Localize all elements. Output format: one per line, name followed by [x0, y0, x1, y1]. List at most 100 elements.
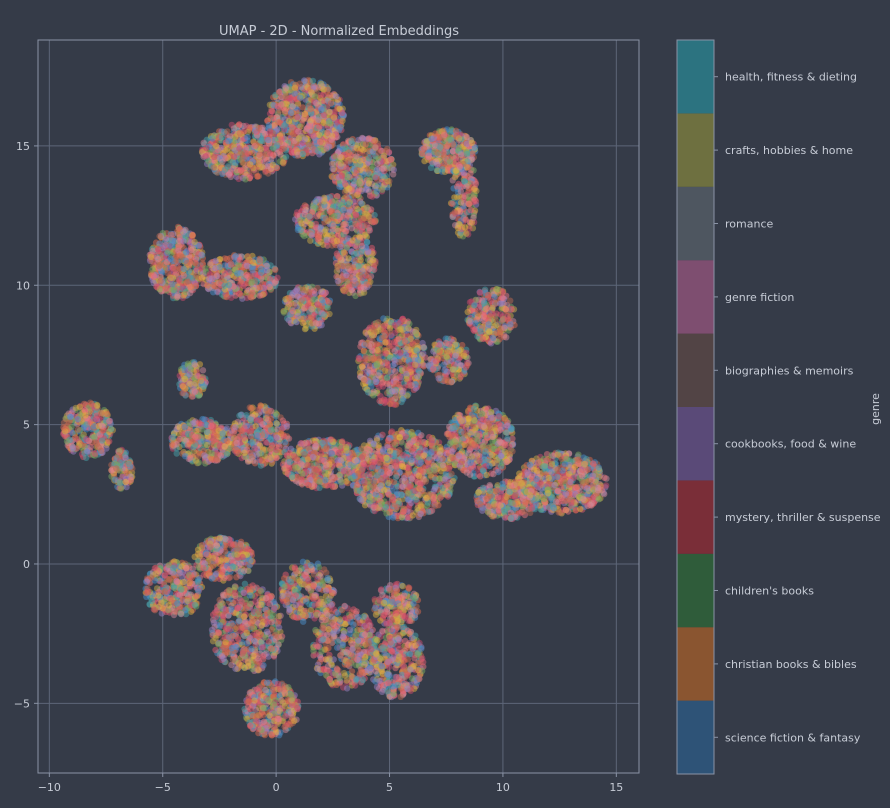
scatter-point [74, 416, 82, 423]
scatter-point [502, 306, 510, 313]
scatter-point [299, 286, 307, 293]
scatter-point [199, 367, 207, 374]
scatter-point [93, 412, 101, 419]
scatter-point [289, 307, 296, 315]
scatter-point [240, 122, 247, 130]
scatter-point [165, 248, 172, 255]
scatter-point [389, 388, 396, 395]
scatter-point [274, 149, 281, 157]
scatter-point [432, 130, 439, 137]
scatter-point [360, 377, 368, 384]
scatter-point [463, 230, 470, 237]
scatter-point [365, 213, 372, 220]
scatter-point [299, 150, 307, 158]
scatter-point [430, 365, 437, 372]
scatter-point [297, 94, 304, 101]
scatter-point [147, 253, 155, 260]
scatter-point [436, 144, 444, 151]
scatter-point [493, 329, 501, 337]
scatter-point [449, 200, 456, 207]
scatter-point [346, 283, 353, 290]
scatter-point [443, 143, 451, 150]
scatter-point [326, 92, 333, 99]
scatter-point [471, 302, 478, 309]
scatter-point [358, 242, 366, 250]
scatter-point [357, 256, 364, 264]
scatter-point [115, 452, 122, 459]
scatter-point [334, 227, 341, 234]
scatter-point [314, 301, 321, 308]
scatter-point [349, 264, 357, 271]
scatter-point [272, 266, 279, 273]
scatter-point [373, 362, 381, 369]
scatter-point [445, 347, 452, 354]
scatter-point [334, 277, 342, 285]
scatter-point [337, 243, 344, 251]
scatter-point [278, 101, 285, 108]
scatter-point [104, 410, 111, 418]
scatter-point [352, 292, 359, 300]
scatter-point [391, 348, 398, 355]
scatter-point [483, 305, 491, 312]
scatter-point [366, 265, 373, 272]
scatter-point [339, 145, 346, 153]
scatter-point [344, 212, 352, 219]
scatter-point [239, 155, 246, 162]
scatter-point [312, 320, 319, 327]
scatter-point [392, 368, 399, 375]
scatter-point [92, 439, 99, 446]
scatter-point [455, 144, 463, 152]
scatter-point [383, 374, 391, 382]
scatter-point [267, 156, 275, 163]
scatter-point [98, 422, 106, 429]
scatter-points [60, 76, 610, 739]
scatter-point [403, 375, 410, 383]
scatter-point [294, 313, 302, 320]
scatter-point [76, 403, 84, 411]
scatter-point [186, 289, 194, 297]
scatter-point [238, 167, 245, 174]
scatter-point [197, 377, 205, 384]
scatter-point [355, 263, 362, 270]
scatter-point [170, 286, 178, 294]
scatter-point [365, 180, 372, 187]
scatter-point [413, 347, 420, 354]
scatter-point [265, 122, 273, 129]
scatter-point [280, 309, 288, 316]
scatter-point [442, 339, 450, 347]
scatter-point [302, 294, 309, 301]
scatter-point [289, 124, 296, 131]
scatter-point [297, 226, 304, 234]
scatter-point [457, 188, 465, 195]
scatter-point [354, 205, 361, 213]
scatter-point [156, 232, 163, 240]
scatter-point [286, 295, 293, 302]
scatter-point [308, 122, 315, 129]
scatter-point [257, 269, 265, 276]
scatter-point [398, 398, 405, 406]
scatter-point [366, 135, 373, 142]
scatter-point [420, 343, 427, 351]
scatter-point [169, 237, 176, 244]
scatter-point [149, 266, 156, 273]
scatter-point [467, 318, 474, 325]
scatter-point [372, 174, 379, 181]
scatter-point [224, 163, 232, 170]
scatter-point [257, 137, 265, 144]
scatter-point [306, 213, 313, 220]
scatter-point [301, 136, 309, 143]
scatter-point [435, 375, 442, 382]
scatter-point [263, 267, 271, 274]
scatter-point [180, 238, 187, 245]
scatter-point [340, 206, 347, 214]
scatter-point [321, 198, 328, 205]
scatter-point [331, 109, 339, 116]
scatter-point [303, 125, 310, 132]
scatter-point [425, 152, 433, 159]
scatter-point [461, 224, 469, 231]
scatter-point [69, 445, 77, 452]
scatter-point [461, 169, 468, 177]
scatter-point [457, 373, 464, 380]
